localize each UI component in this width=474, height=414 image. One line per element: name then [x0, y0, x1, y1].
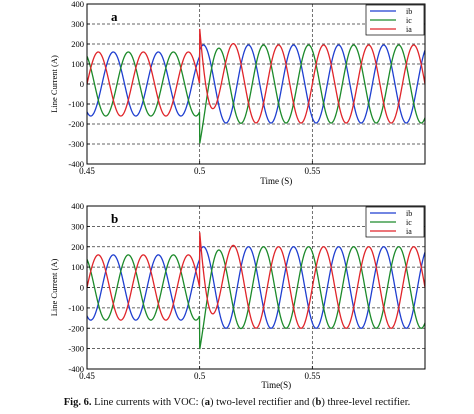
- x-axis-label: Time (S): [260, 176, 292, 186]
- panel-label: b: [111, 211, 118, 226]
- legend-label-ic: ic: [406, 16, 412, 25]
- y-tick-label: -200: [68, 323, 84, 333]
- caption-bold-b: b: [315, 397, 322, 408]
- caption-prefix: Fig. 6.: [63, 397, 92, 408]
- caption-text-2: ) two-level rectifier and (: [209, 397, 316, 408]
- y-tick-label: 400: [71, 201, 84, 211]
- y-axis-label: Line Current (A): [49, 55, 59, 113]
- y-tick-label: 0: [80, 79, 84, 89]
- y-tick-label: 0: [80, 283, 84, 293]
- series-line-ia: [87, 232, 425, 329]
- x-tick-label: 0.5: [194, 166, 206, 176]
- y-tick-label: -200: [68, 119, 84, 129]
- x-tick-label: 0.55: [304, 371, 320, 381]
- y-tick-label: 300: [71, 221, 84, 231]
- panel-label: a: [111, 9, 118, 24]
- x-tick-label: 0.5: [194, 371, 206, 381]
- y-tick-label: 400: [71, 0, 84, 9]
- x-axis-label: Time(S): [261, 380, 291, 390]
- legend-label-ic: ic: [406, 218, 412, 227]
- y-tick-label: -100: [68, 99, 84, 109]
- legend-label-ia: ia: [406, 25, 412, 34]
- legend-label-ib: ib: [406, 7, 412, 16]
- y-tick-label: -400: [68, 159, 84, 169]
- series-line-ic: [87, 246, 425, 350]
- y-tick-label: 300: [71, 19, 84, 29]
- series-line-ic: [87, 44, 425, 144]
- y-tick-label: -300: [68, 344, 84, 354]
- y-tick-label: 200: [71, 242, 84, 252]
- y-tick-label: 200: [71, 39, 84, 49]
- x-tick-label: 0.45: [79, 371, 95, 381]
- y-tick-label: 100: [71, 59, 84, 69]
- y-tick-label: -100: [68, 303, 84, 313]
- x-tick-label: 0.45: [79, 166, 95, 176]
- y-tick-label: 100: [71, 262, 84, 272]
- legend-label-ib: ib: [406, 209, 412, 218]
- y-tick-label: -400: [68, 364, 84, 374]
- caption-text-1: Line currents with VOC: (: [94, 397, 205, 408]
- series-line-ia: [87, 28, 425, 124]
- figure-caption: Fig. 6. Line currents with VOC: (a) two-…: [0, 397, 474, 408]
- caption-text-3: ) three-level rectifier.: [321, 397, 411, 408]
- legend-label-ia: ia: [406, 227, 412, 236]
- caption-bold-a: a: [204, 397, 210, 408]
- x-tick-label: 0.55: [304, 166, 320, 176]
- y-tick-label: -300: [68, 139, 84, 149]
- y-axis-label: Line Current (A): [49, 259, 59, 317]
